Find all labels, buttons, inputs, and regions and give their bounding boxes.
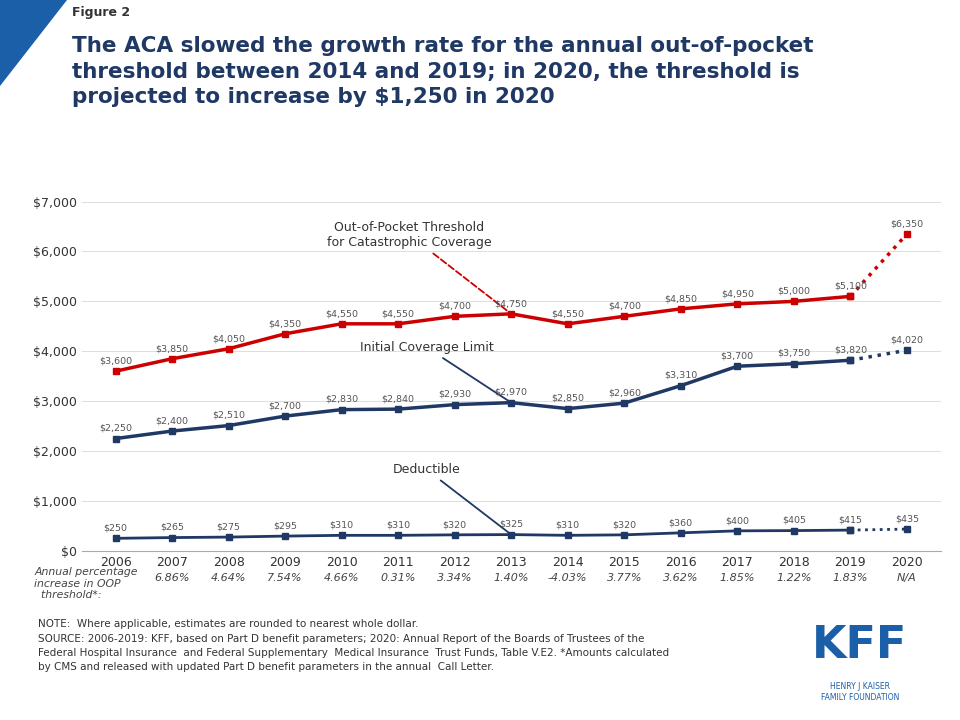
Text: $2,830: $2,830 (325, 395, 358, 404)
Text: $275: $275 (217, 522, 241, 531)
Text: $2,510: $2,510 (212, 411, 245, 420)
Text: $415: $415 (838, 516, 862, 524)
Text: 7.54%: 7.54% (267, 573, 302, 583)
Text: $2,960: $2,960 (608, 388, 640, 397)
Text: 3.77%: 3.77% (607, 573, 642, 583)
Text: $4,850: $4,850 (664, 294, 697, 303)
Text: N/A: N/A (897, 573, 917, 583)
Text: $3,310: $3,310 (664, 371, 697, 380)
Text: $4,350: $4,350 (269, 319, 301, 328)
Text: $310: $310 (386, 521, 410, 530)
Text: $2,700: $2,700 (269, 401, 301, 410)
Text: $400: $400 (726, 516, 750, 525)
Text: Initial Coverage Limit: Initial Coverage Limit (360, 341, 509, 401)
Text: $2,840: $2,840 (382, 395, 415, 403)
Text: 1.40%: 1.40% (493, 573, 529, 583)
Text: $265: $265 (160, 523, 184, 532)
Text: $360: $360 (669, 518, 693, 527)
Text: $320: $320 (612, 520, 636, 529)
Text: The ACA slowed the growth rate for the annual out-of-pocket
threshold between 20: The ACA slowed the growth rate for the a… (72, 36, 813, 107)
Text: $320: $320 (443, 520, 467, 529)
Text: $295: $295 (273, 521, 297, 531)
Text: 4.64%: 4.64% (211, 573, 247, 583)
Text: $6,350: $6,350 (890, 220, 924, 228)
Text: $3,600: $3,600 (99, 356, 132, 366)
Text: 1.83%: 1.83% (832, 573, 868, 583)
Text: $4,020: $4,020 (890, 336, 924, 345)
Text: Out-of-Pocket Threshold
for Catastrophic Coverage: Out-of-Pocket Threshold for Catastrophic… (327, 221, 509, 312)
Text: 1.22%: 1.22% (776, 573, 811, 583)
Text: Deductible: Deductible (393, 463, 509, 533)
Text: $435: $435 (895, 514, 919, 523)
Text: $3,700: $3,700 (721, 351, 754, 361)
Text: $2,250: $2,250 (99, 424, 132, 433)
Text: $3,750: $3,750 (778, 349, 810, 358)
Text: Annual percentage
increase in OOP
  threshold*:: Annual percentage increase in OOP thresh… (35, 567, 138, 600)
Text: $2,850: $2,850 (551, 394, 585, 403)
Text: $310: $310 (329, 521, 353, 530)
Text: $5,100: $5,100 (834, 282, 867, 291)
Text: $2,930: $2,930 (438, 390, 471, 399)
Text: NOTE:  Where applicable, estimates are rounded to nearest whole dollar.
SOURCE: : NOTE: Where applicable, estimates are ro… (38, 619, 669, 672)
Text: 3.62%: 3.62% (663, 573, 699, 583)
Text: $5,000: $5,000 (778, 287, 810, 296)
Text: $4,050: $4,050 (212, 334, 245, 343)
Text: $4,700: $4,700 (438, 302, 471, 310)
Text: -4.03%: -4.03% (548, 573, 588, 583)
Text: $3,850: $3,850 (156, 344, 188, 353)
Text: $2,400: $2,400 (156, 416, 188, 426)
Text: $2,970: $2,970 (494, 388, 528, 397)
Text: $405: $405 (781, 516, 805, 525)
Text: $4,550: $4,550 (325, 309, 358, 318)
Text: $4,750: $4,750 (494, 299, 528, 308)
Text: KFF: KFF (812, 624, 907, 667)
Text: 4.66%: 4.66% (324, 573, 359, 583)
Text: $4,550: $4,550 (551, 309, 585, 318)
Text: $310: $310 (556, 521, 580, 530)
Text: 3.34%: 3.34% (437, 573, 472, 583)
Text: $3,820: $3,820 (834, 346, 867, 354)
Text: 0.31%: 0.31% (380, 573, 416, 583)
Text: $4,700: $4,700 (608, 302, 640, 310)
Text: 6.86%: 6.86% (155, 573, 190, 583)
Text: $250: $250 (104, 523, 128, 533)
Text: HENRY J KAISER
FAMILY FOUNDATION: HENRY J KAISER FAMILY FOUNDATION (821, 682, 899, 703)
Text: $325: $325 (499, 520, 523, 529)
Text: 1.85%: 1.85% (720, 573, 756, 583)
Text: $4,950: $4,950 (721, 289, 754, 298)
Text: Figure 2: Figure 2 (72, 6, 131, 19)
Text: $4,550: $4,550 (382, 309, 415, 318)
